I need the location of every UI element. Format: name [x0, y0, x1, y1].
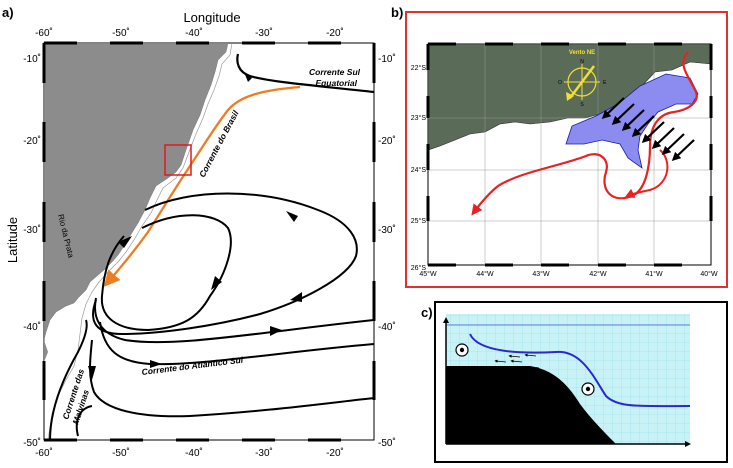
panel-b-grid [428, 44, 711, 265]
b-y-tick-3: 24°S [411, 166, 427, 174]
b-y-tick-1: 22°S [411, 64, 427, 72]
compass-n: N [580, 59, 584, 65]
b-y-tick-5: 26°S [411, 264, 427, 272]
malvinas-current-outer [49, 319, 88, 440]
b-x-tick-6: 40°W [700, 270, 718, 278]
compass-s: S [580, 102, 584, 108]
x-tick-top-1: -60˚ [35, 27, 53, 39]
pycnocline-line [469, 333, 691, 408]
y-tick-right-4: -40˚ [378, 321, 396, 333]
x-tick-top-5: -20˚ [326, 27, 344, 39]
gyre-outer-arrow-2 [290, 292, 302, 302]
panel-a-frame-ticks [42, 41, 376, 442]
panel-c-letter: c) [421, 305, 433, 320]
gyre-inner-arrow-2 [118, 236, 132, 248]
patagonia-land [44, 340, 48, 362]
y-tick-right-3: -30˚ [378, 224, 396, 236]
south-equatorial-arrowhead [244, 72, 252, 82]
brazil-current [103, 85, 301, 287]
wind-label: Vento NE [569, 50, 595, 56]
panel-b-frame-ticks [426, 42, 713, 267]
malvinas-arrow [88, 366, 96, 380]
y-tick-left-1: -10˚ [23, 53, 41, 65]
south-atlantic-current-2 [99, 321, 374, 366]
south-atlantic-arrow-1 [270, 326, 282, 336]
x-tick-top-3: -40˚ [185, 27, 203, 39]
panel-c [434, 301, 728, 463]
gyre-inner-loop [100, 214, 232, 332]
compass-e: E [603, 80, 607, 86]
y-tick-left-2: -20˚ [23, 135, 41, 147]
b-x-tick-1: 45°W [419, 270, 437, 278]
b-x-tick-5: 41°W [645, 270, 663, 278]
x-tick-bottom-1: -60˚ [35, 447, 53, 459]
x-tick-top-2: -50˚ [112, 27, 130, 39]
x-tick-bottom-2: -50˚ [112, 447, 130, 459]
b-x-tick-4: 42°W [589, 270, 607, 278]
wind-stress-arrows [601, 97, 695, 162]
study-area-box [164, 144, 192, 176]
compass-w: O [558, 80, 562, 86]
longitude-title: Longitude [183, 10, 240, 25]
label-sul-equatorial-1: Corrente Sul [309, 67, 361, 77]
y-tick-right-1: -10˚ [378, 53, 396, 65]
x-tick-bottom-3: -40˚ [185, 447, 203, 459]
y-tick-left-3: -30˚ [23, 224, 41, 236]
b-x-tick-3: 43°W [532, 270, 550, 278]
panel-b: N S E O Vento NE 45°W 44°W 43°W 42°W 41°… [405, 11, 728, 288]
wind-rose: N S E O Vento NE [558, 50, 607, 108]
label-sul-equatorial-2: Equatorial [315, 78, 357, 88]
x-tick-bottom-4: -30˚ [255, 447, 273, 459]
current-return-loop [624, 149, 669, 198]
b-y-tick-4: 25°S [411, 217, 427, 225]
south-equatorial-current [236, 53, 374, 94]
y-tick-left-5: -50˚ [23, 437, 41, 449]
panel-a-letter: a) [2, 5, 14, 20]
y-tick-left-4: -40˚ [23, 321, 41, 333]
south-atlantic-current-1 [94, 297, 374, 344]
y-tick-right-2: -20˚ [378, 135, 396, 147]
ekman-flow-arrows [494, 353, 587, 419]
y-tick-right-5: -50˚ [378, 437, 396, 449]
south-atlantic-arrow-2 [150, 360, 162, 368]
x-tick-bottom-5: -20˚ [326, 447, 344, 459]
panel-b-letter: b) [391, 5, 404, 20]
gyre-outer-loop [92, 192, 358, 336]
gyre-outer-arrow [286, 211, 298, 222]
continental-shelf [446, 366, 616, 444]
south-america-land [44, 43, 229, 341]
gyre-inner-arrow [211, 276, 222, 290]
b-x-tick-2: 44°W [476, 270, 494, 278]
malvinas-current-inner [89, 339, 374, 418]
x-tick-top-4: -30˚ [255, 27, 273, 39]
latitude-title: Latitude [5, 217, 20, 263]
malvinas-current-return [75, 405, 93, 437]
panel-a: Longitude Latitude -60˚ -50˚ -40˚ -30˚ -… [5, 10, 396, 459]
b-y-tick-2: 23°S [411, 114, 427, 122]
